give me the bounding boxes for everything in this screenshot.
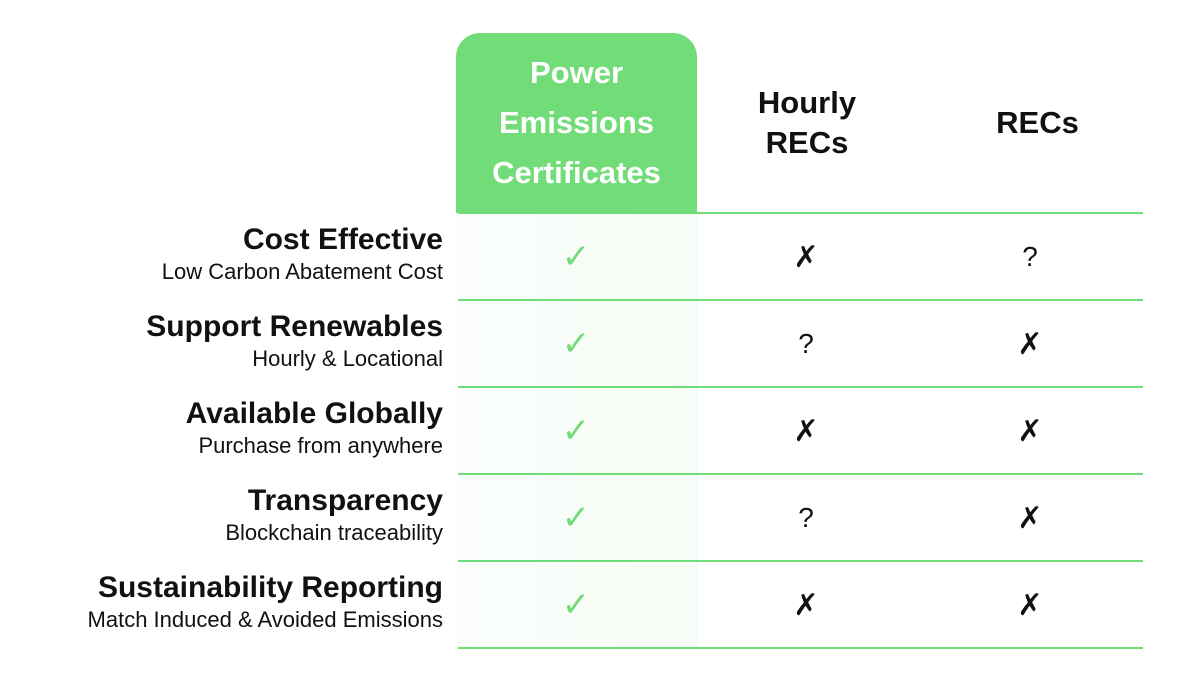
cross-icon: ✗ [793,413,819,449]
row-title: Support Renewables [146,310,443,343]
check-icon: ✓ [561,237,591,277]
column-header-recs-label: RECs [996,105,1079,140]
table-row-label: Support Renewables Hourly & Locational [3,310,443,374]
column-header-pec: Power Emissions Certificates [456,33,697,213]
row-subtitle: Purchase from anywhere [198,433,443,458]
table-row-label: Sustainability Reporting Match Induced &… [3,571,443,635]
column-header-hourly-recs: Hourly RECs [697,33,917,213]
row-shade [458,214,698,299]
row-subtitle: Low Carbon Abatement Cost [161,259,443,284]
row-subtitle: Match Induced & Avoided Emissions [87,607,443,632]
column-header-pec-label: Power Emissions Certificates [492,55,661,190]
row-subtitle: Blockchain traceability [225,520,443,545]
cross-icon: ✗ [1017,326,1043,362]
cross-icon: ✗ [1017,587,1043,623]
row-divider [458,212,1143,214]
question-mark-icon: ? [798,502,814,533]
row-shade [458,388,698,473]
check-icon: ✓ [561,324,591,364]
row-subtitle: Hourly & Locational [252,346,443,371]
row-divider [458,386,1143,388]
row-title: Available Globally [185,397,443,430]
row-title: Cost Effective [242,223,443,256]
cross-icon: ✗ [793,587,819,623]
check-icon: ✓ [561,498,591,538]
check-icon: ✓ [561,585,591,625]
cross-icon: ✗ [793,239,819,275]
column-header-hourly-recs-label: Hourly RECs [757,85,857,160]
table-row-label: Transparency Blockchain traceability [3,484,443,548]
question-mark-icon: ? [798,328,814,359]
row-shade [458,562,698,647]
table-row-label: Available Globally Purchase from anywher… [3,397,443,461]
row-title: Sustainability Reporting [97,571,443,604]
check-icon: ✓ [561,411,591,451]
row-divider [458,560,1143,562]
column-header-recs: RECs [930,33,1145,213]
row-shade [458,475,698,560]
row-shade [458,301,698,386]
row-divider [458,647,1143,649]
row-title: Transparency [247,484,443,517]
cross-icon: ✗ [1017,413,1043,449]
row-divider [458,473,1143,475]
cross-icon: ✗ [1017,500,1043,536]
row-divider [458,299,1143,301]
question-mark-icon: ? [1022,241,1038,272]
table-row-label: Cost Effective Low Carbon Abatement Cost [3,223,443,287]
